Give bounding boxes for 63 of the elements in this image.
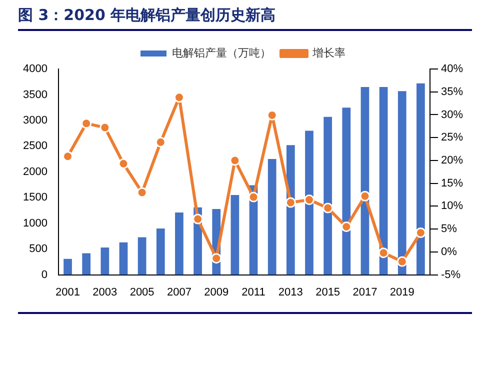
y2-tick-label: 20%	[440, 154, 464, 166]
bar	[175, 212, 184, 275]
bar	[156, 228, 165, 275]
x-tick-label: 2015	[316, 286, 340, 298]
point	[211, 253, 222, 264]
y2-tick-label: -5%	[440, 268, 461, 281]
bar	[100, 248, 110, 275]
x-tick-label: 2007	[166, 286, 192, 298]
bar	[342, 108, 351, 275]
point	[100, 122, 110, 133]
y-tick-label: 0	[41, 268, 48, 281]
y-tick-label: 3000	[22, 114, 48, 126]
point	[341, 222, 352, 232]
point	[248, 192, 259, 202]
chart-title: 图 3：2020 年电解铝产量创历史新高	[18, 6, 472, 31]
y2-tick-label: 0%	[440, 246, 458, 258]
bar	[398, 91, 406, 275]
y-tick-label: 500	[29, 243, 48, 256]
point	[360, 190, 370, 202]
point	[230, 155, 240, 166]
bar	[64, 258, 72, 275]
y-tick-label: 2000	[22, 166, 48, 178]
y-tick-label: 2500	[22, 140, 48, 152]
y2-tick-label: 40%	[440, 63, 464, 76]
x-tick-label: 2005	[130, 286, 154, 298]
point	[285, 197, 296, 208]
point	[322, 202, 334, 214]
bar	[268, 159, 276, 275]
bar	[324, 116, 332, 275]
x-tick-label: 2003	[92, 286, 118, 298]
point	[415, 227, 426, 238]
legend-label: 电解铝产量（万吨）	[172, 46, 271, 60]
bar	[138, 237, 146, 275]
bar	[305, 130, 314, 275]
bar	[82, 253, 91, 275]
x-tick-label: 2009	[204, 286, 229, 298]
y-tick-label: 1500	[22, 192, 48, 204]
y2-tick-label: 35%	[440, 86, 464, 98]
x-tick-label: 2017	[352, 286, 378, 298]
x-tick-label: 2019	[390, 286, 414, 298]
point	[192, 214, 204, 224]
x-tick-label: 2001	[56, 286, 80, 298]
legend-label: 增长率	[312, 46, 346, 60]
bar	[119, 242, 128, 275]
y-tick-label: 1000	[22, 217, 48, 230]
point	[118, 158, 129, 169]
bar	[230, 195, 240, 275]
bar	[416, 83, 425, 275]
point	[155, 136, 166, 148]
point	[81, 118, 92, 129]
y-tick-label: 4000	[22, 63, 48, 76]
y2-tick-label: 25%	[440, 132, 464, 144]
y2-tick-label: 15%	[440, 177, 464, 190]
point	[304, 194, 314, 206]
x-tick-label: 2011	[242, 286, 266, 298]
y2-tick-label: 5%	[440, 223, 458, 236]
point	[378, 248, 389, 258]
point	[136, 187, 148, 198]
point	[396, 256, 408, 267]
y2-tick-label: 30%	[440, 108, 464, 121]
y2-tick-label: 10%	[440, 200, 464, 212]
y-tick-label: 3500	[22, 88, 48, 101]
x-tick-label: 2013	[278, 286, 303, 298]
